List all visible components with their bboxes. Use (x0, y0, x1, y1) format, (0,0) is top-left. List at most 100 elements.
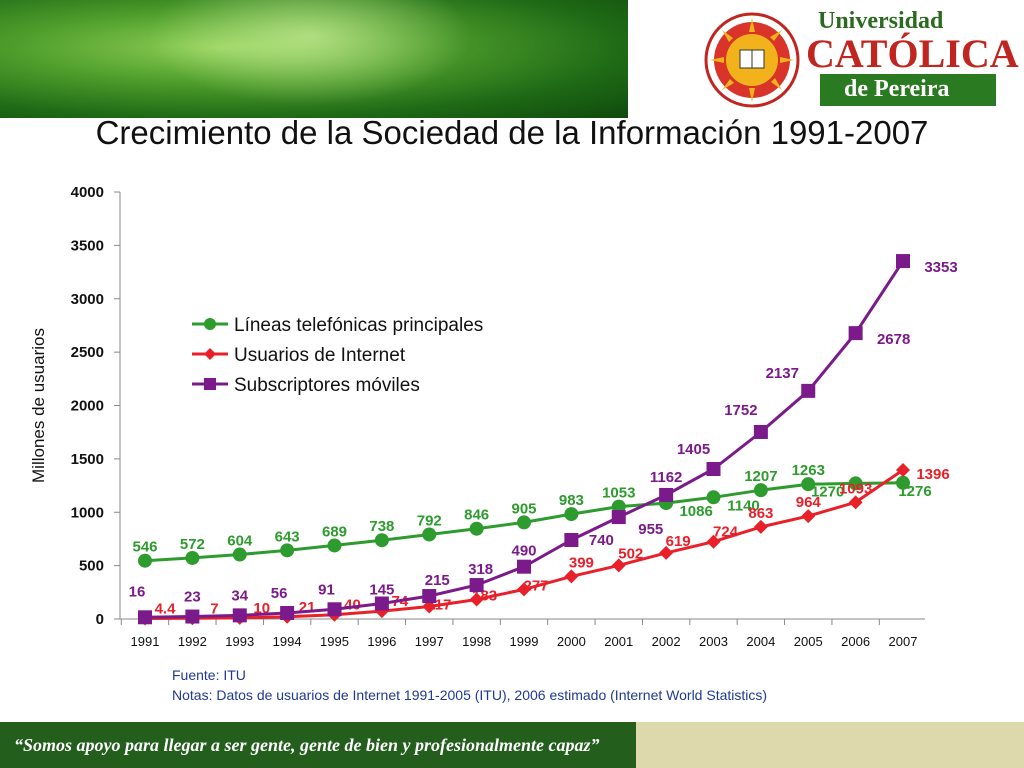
data-label: 1263 (792, 462, 825, 479)
data-point-marker (801, 383, 816, 398)
data-point-marker (185, 550, 200, 565)
x-tick-label: 2004 (746, 634, 775, 649)
data-label: 1086 (679, 503, 712, 520)
data-point-marker (706, 462, 721, 477)
x-tick-label: 1992 (178, 634, 207, 649)
source-notas: Notas: Datos de usuarios de Internet 199… (172, 687, 768, 703)
data-label: 738 (369, 518, 394, 535)
x-tick-label: 1994 (273, 634, 302, 649)
y-tick-label: 2500 (71, 344, 104, 361)
line-chart: 0 500 1000 1500 2000 2500 3000 3500 4000 1991 1992… (29, 184, 958, 649)
data-label: 399 (569, 554, 594, 571)
data-label: 16 (129, 583, 146, 600)
y-axis-title: Millones de usuarios (29, 328, 48, 483)
data-label: 7 (210, 600, 218, 617)
legend-marker (204, 318, 216, 330)
data-label: 1276 (898, 483, 931, 500)
x-tick-label: 2002 (652, 634, 681, 649)
data-label: 1270 (811, 483, 844, 500)
data-point-marker (896, 475, 910, 490)
legend-entry: Subscriptores móviles (234, 375, 420, 396)
data-point-marker (422, 589, 437, 604)
data-label: 792 (417, 512, 442, 529)
data-point-marker (753, 483, 768, 498)
data-label: 955 (638, 521, 663, 538)
data-label: 689 (322, 523, 347, 540)
data-point-marker (659, 487, 674, 502)
data-point-marker (374, 604, 389, 619)
data-label: 983 (559, 492, 584, 509)
legend-marker (204, 348, 216, 360)
x-tick-label: 2007 (889, 634, 918, 649)
data-point-marker (232, 608, 247, 623)
legend-marker (204, 378, 216, 390)
data-label: 277 (523, 577, 548, 594)
data-label: 34 (231, 587, 248, 604)
data-point-marker (138, 553, 152, 568)
data-point-marker (848, 495, 863, 510)
data-point-marker (564, 533, 579, 548)
data-label: 1162 (650, 469, 683, 486)
data-point-marker (280, 543, 295, 558)
data-label: 91 (318, 581, 335, 598)
data-label: 1093 (839, 480, 872, 497)
source-notes: Fuente: ITU Notas: Datos de usuarios de … (172, 665, 767, 705)
logo-area: Universidad CATÓLICA de Pereira (628, 0, 1024, 118)
footer-beige-area (636, 722, 1024, 768)
y-tick-label: 0 (96, 611, 104, 628)
x-tick-label: 1995 (320, 634, 349, 649)
data-label: 905 (511, 500, 536, 517)
data-point-marker (848, 326, 863, 341)
data-point-marker (611, 510, 626, 525)
data-label: 2137 (766, 365, 799, 382)
data-point-marker (753, 519, 768, 534)
data-point-marker (422, 527, 437, 542)
data-label: 724 (713, 524, 739, 541)
data-point-marker (801, 477, 816, 492)
data-point-marker (469, 592, 484, 607)
data-label: 1752 (724, 402, 757, 419)
data-label: 619 (666, 533, 691, 550)
data-point-marker (185, 609, 200, 624)
banner-light-effect (120, 0, 500, 118)
data-point-marker (374, 533, 389, 548)
data-label: 1140 (727, 497, 760, 514)
data-point-marker (611, 558, 626, 573)
x-tick-label: 1998 (462, 634, 491, 649)
source-fuente: Fuente: ITU (172, 667, 246, 683)
data-point-marker (469, 578, 484, 593)
data-label: 1396 (916, 466, 949, 483)
x-tick-label: 1999 (510, 634, 539, 649)
x-tick-label: 2000 (557, 634, 586, 649)
data-label: 1207 (744, 468, 777, 485)
data-point-marker (517, 582, 531, 597)
y-tick-label: 3000 (71, 291, 104, 308)
x-tick-label: 1991 (131, 634, 160, 649)
data-point-marker (374, 596, 389, 611)
y-tick-label: 1500 (71, 451, 104, 468)
data-label: 3353 (924, 259, 957, 276)
data-point-marker (896, 462, 910, 477)
footer-bar: “Somos apoyo para llegar a ser gente, ge… (0, 722, 1024, 768)
data-label: 1053 (602, 485, 635, 502)
legend-entry: Líneas telefónicas principales (234, 315, 483, 336)
logo-line-catolica: CATÓLICA (806, 31, 1019, 76)
data-label: 863 (748, 505, 773, 522)
data-label: 145 (369, 582, 394, 599)
data-label: 23 (184, 589, 201, 606)
data-point-marker (138, 610, 152, 625)
data-label: 502 (618, 545, 643, 562)
data-point-marker (469, 521, 484, 536)
data-point-marker (327, 538, 342, 553)
university-seal-icon (704, 12, 800, 108)
data-point-marker (896, 254, 910, 269)
logo-line-universidad: Universidad (818, 8, 944, 34)
x-tick-label: 1993 (225, 634, 254, 649)
x-tick-label: 2005 (794, 634, 823, 649)
x-tick-label: 1997 (415, 634, 444, 649)
data-label: 964 (796, 494, 822, 511)
logo-line-pereira: de Pereira (844, 76, 950, 102)
page-title: Crecimiento de la Sociedad de la Informa… (95, 114, 929, 151)
y-tick-label: 4000 (71, 184, 104, 201)
data-label: 604 (227, 533, 253, 550)
